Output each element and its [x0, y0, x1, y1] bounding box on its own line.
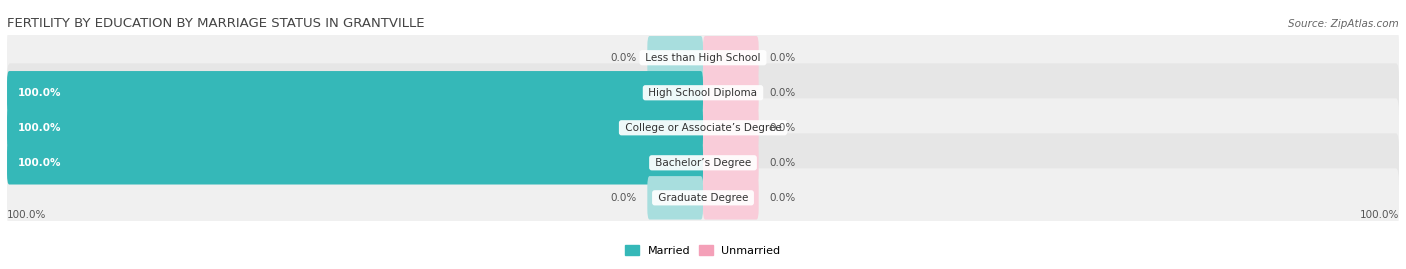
Text: 0.0%: 0.0%: [769, 158, 796, 168]
Text: 0.0%: 0.0%: [769, 123, 796, 133]
Text: 100.0%: 100.0%: [1360, 210, 1399, 220]
FancyBboxPatch shape: [7, 141, 703, 185]
FancyBboxPatch shape: [647, 36, 703, 79]
FancyBboxPatch shape: [703, 176, 759, 220]
FancyBboxPatch shape: [7, 168, 1399, 227]
Text: 0.0%: 0.0%: [769, 88, 796, 98]
FancyBboxPatch shape: [647, 176, 703, 220]
FancyBboxPatch shape: [703, 106, 759, 150]
Text: Graduate Degree: Graduate Degree: [655, 193, 751, 203]
FancyBboxPatch shape: [703, 141, 759, 185]
Text: High School Diploma: High School Diploma: [645, 88, 761, 98]
Text: 0.0%: 0.0%: [769, 193, 796, 203]
FancyBboxPatch shape: [703, 36, 759, 79]
Text: Bachelor’s Degree: Bachelor’s Degree: [652, 158, 754, 168]
Text: Source: ZipAtlas.com: Source: ZipAtlas.com: [1288, 19, 1399, 29]
Text: College or Associate’s Degree: College or Associate’s Degree: [621, 123, 785, 133]
FancyBboxPatch shape: [7, 63, 1399, 122]
Text: 100.0%: 100.0%: [7, 210, 46, 220]
Text: 0.0%: 0.0%: [610, 193, 637, 203]
Text: FERTILITY BY EDUCATION BY MARRIAGE STATUS IN GRANTVILLE: FERTILITY BY EDUCATION BY MARRIAGE STATU…: [7, 17, 425, 30]
FancyBboxPatch shape: [703, 71, 759, 115]
FancyBboxPatch shape: [7, 28, 1399, 87]
Text: Less than High School: Less than High School: [643, 53, 763, 63]
Text: 100.0%: 100.0%: [17, 88, 60, 98]
FancyBboxPatch shape: [7, 98, 1399, 157]
Text: 100.0%: 100.0%: [17, 158, 60, 168]
Legend: Married, Unmarried: Married, Unmarried: [626, 245, 780, 256]
FancyBboxPatch shape: [7, 106, 703, 150]
Text: 0.0%: 0.0%: [769, 53, 796, 63]
FancyBboxPatch shape: [7, 133, 1399, 192]
Text: 0.0%: 0.0%: [610, 53, 637, 63]
FancyBboxPatch shape: [7, 71, 703, 115]
Text: 100.0%: 100.0%: [17, 123, 60, 133]
